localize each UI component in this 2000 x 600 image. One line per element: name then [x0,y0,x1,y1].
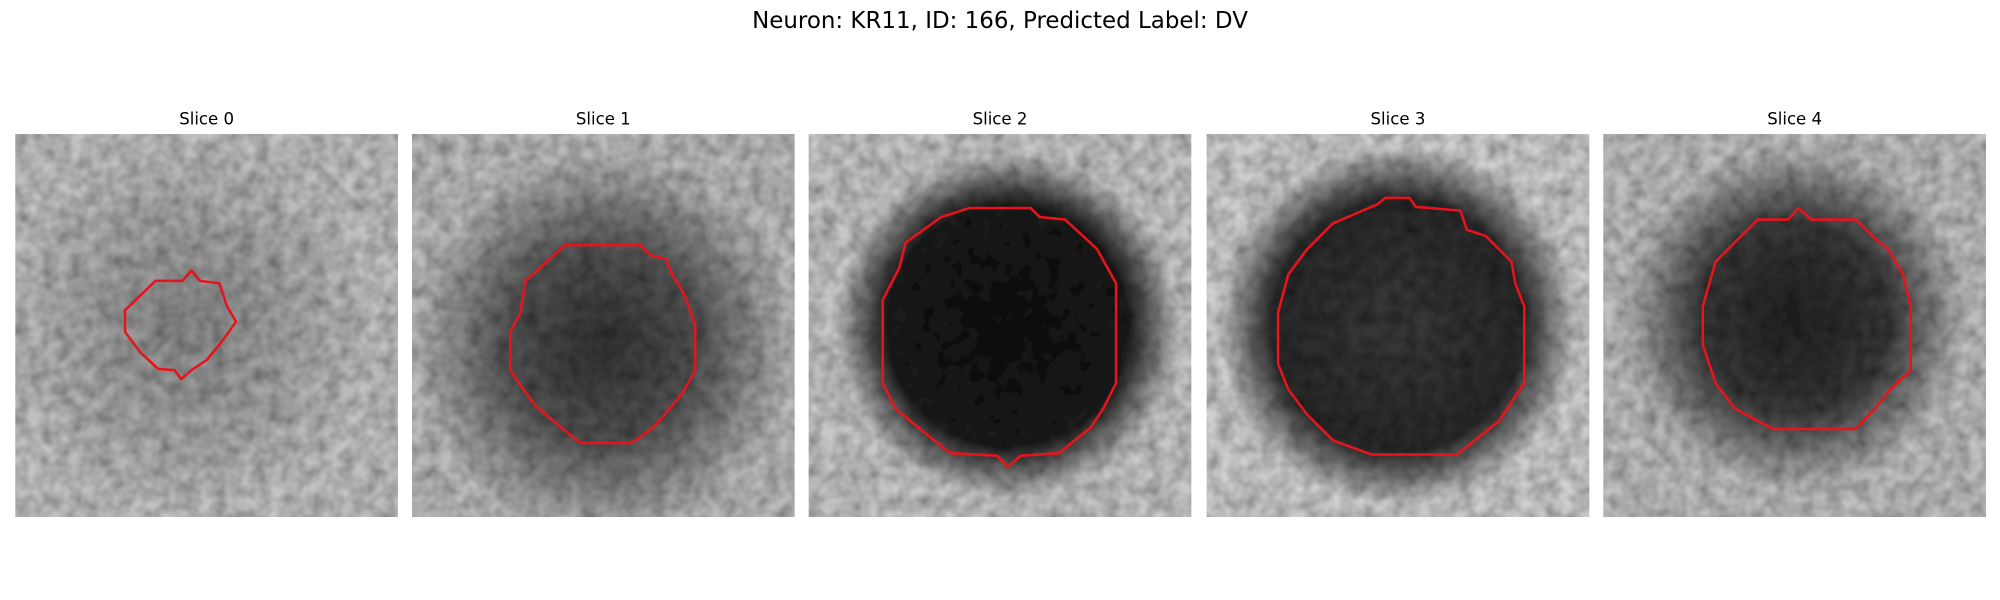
panel: Slice 2 [808,109,1192,518]
panel: Slice 4 [1603,109,1986,518]
panel-title: Slice 3 [1371,109,1426,128]
contour [508,243,697,445]
panel-title: Slice 1 [576,109,631,128]
contour [881,206,1118,469]
figure-title: Neuron: KR11, ID: 166, Predicted Label: … [752,8,1248,34]
panel-title: Slice 2 [973,109,1028,128]
panel-title: Slice 0 [179,109,234,128]
panel: Slice 3 [1206,109,1590,518]
image [15,134,398,518]
contour [1701,206,1912,431]
contour [123,269,238,381]
image [411,134,795,518]
panel: Slice 0 [15,109,398,518]
panel-title: Slice 4 [1767,109,1822,128]
panel: Slice 1 [411,109,795,518]
contour [1276,196,1526,456]
image [1206,134,1590,518]
image [808,134,1192,518]
image [1603,134,1986,518]
